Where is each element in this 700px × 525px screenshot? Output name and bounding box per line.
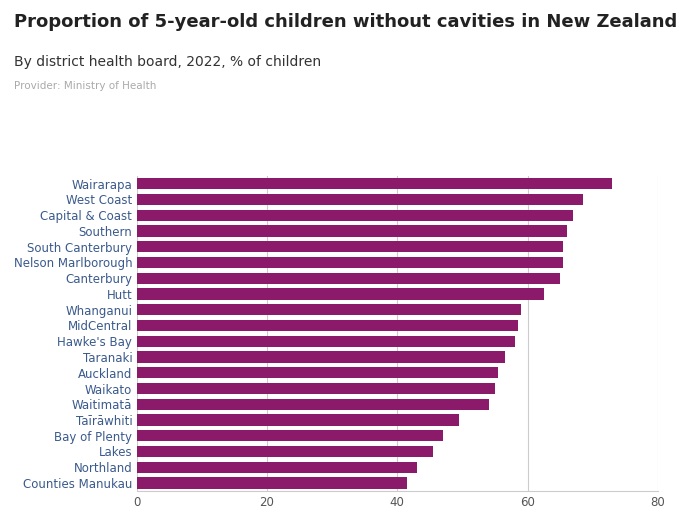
Bar (136, 477, 407, 489)
Bar (136, 178, 612, 190)
Bar (136, 257, 564, 268)
Text: Provider: Ministry of Health: Provider: Ministry of Health (14, 81, 156, 91)
Bar (136, 304, 521, 316)
Bar (136, 351, 505, 363)
Bar (136, 430, 443, 442)
Text: Proportion of 5-year-old children without cavities in New Zealand: Proportion of 5-year-old children withou… (14, 13, 678, 31)
Text: figure.nz: figure.nz (588, 18, 662, 32)
Bar (136, 288, 544, 300)
Bar (136, 225, 567, 237)
Bar (136, 414, 459, 426)
Text: By district health board, 2022, % of children: By district health board, 2022, % of chi… (14, 55, 321, 69)
Bar (136, 241, 564, 253)
Bar (136, 367, 498, 379)
Bar (136, 335, 514, 347)
Bar (136, 446, 433, 457)
Bar (136, 272, 560, 284)
Bar (136, 209, 573, 221)
Bar (136, 398, 489, 410)
Bar (136, 383, 495, 394)
Bar (136, 461, 416, 473)
Bar (136, 194, 583, 205)
Bar (136, 320, 518, 331)
